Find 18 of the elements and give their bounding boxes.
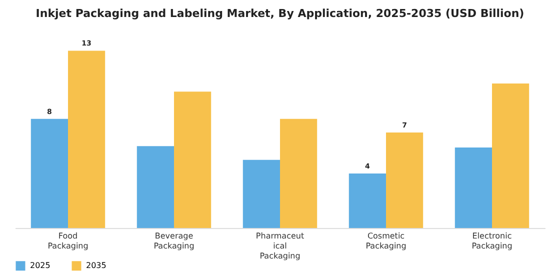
bar [386,132,424,228]
bar [30,118,68,228]
bar [174,92,212,228]
bar [242,160,280,228]
bar [348,173,386,228]
bar [492,83,530,228]
bar [454,148,492,228]
legend-label: 2035 [86,260,106,270]
x-tick-label: Food Packaging [48,232,88,250]
x-tick-label: Cosmetic Packaging [366,232,406,250]
bar [136,146,174,228]
bar [68,50,106,228]
x-tick-label: Pharmaceut ical Packaging [256,232,304,260]
bar [280,118,318,228]
x-tick-label: Electronic Packaging [472,232,512,250]
x-tick-label: Beverage Packaging [154,232,194,250]
chart-title: Inkjet Packaging and Labeling Market, By Application, 2025-2035 (USD Billion) [36,7,524,20]
legend-label: 2025 [30,260,50,270]
